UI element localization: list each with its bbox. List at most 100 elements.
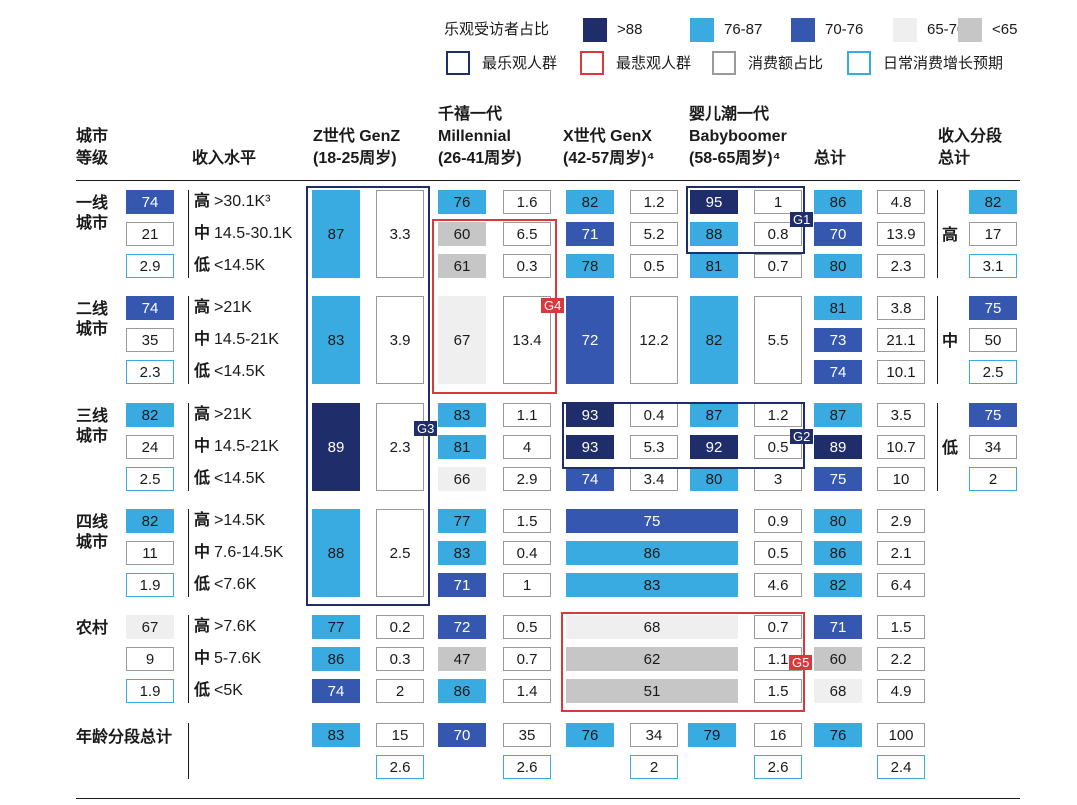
total-optimism-2-1: 89 — [814, 435, 862, 459]
income-prefix-2-1: 中 — [194, 438, 211, 455]
income-divider-0 — [188, 190, 189, 278]
total-share-3-0: 2.9 — [877, 509, 925, 533]
group-tag-g4: G4 — [541, 298, 565, 313]
age-total-growth-total: 2.4 — [877, 755, 925, 779]
tier-name-2: 三线 — [76, 408, 109, 425]
age-total-optimism-total: 76 — [814, 723, 862, 747]
header-income-total-line2: 总计 — [938, 150, 971, 167]
genx-boomer-optimism-3-0: 75 — [566, 509, 738, 533]
income-total-divider-1 — [937, 296, 938, 384]
header-genz-line2: (18-25周岁) — [313, 150, 397, 167]
tier-growth-4: 1.9 — [126, 679, 174, 703]
genx-optimism-1: 72 — [566, 296, 614, 384]
age-total-optimism-millennial: 70 — [438, 723, 486, 747]
income-range-2-0: >21K — [214, 406, 252, 423]
legend-swatch-2 — [791, 18, 815, 42]
tier-growth-1: 2.3 — [126, 360, 174, 384]
boomer-share-4-2: 1.5 — [754, 679, 802, 703]
genx-boomer-optimism-3-2: 83 — [566, 573, 738, 597]
income-range-3-2: <7.6K — [214, 576, 257, 593]
tier-share-2: 24 — [126, 435, 174, 459]
total-optimism-4-1: 60 — [814, 647, 862, 671]
income-total-divider-0 — [937, 190, 938, 278]
tier-share-0: 21 — [126, 222, 174, 246]
income-total-optimism-1: 75 — [969, 296, 1017, 320]
income-range-1-2: <14.5K — [214, 363, 266, 380]
millennial-optimism-2-0: 83 — [438, 403, 486, 427]
income-prefix-0-2: 低 — [194, 257, 211, 274]
legend-label-3: 65-70 — [927, 21, 966, 38]
income-range-1-0: >21K — [214, 299, 252, 316]
income-divider-2 — [188, 403, 189, 491]
income-prefix-2-2: 低 — [194, 470, 211, 487]
income-total-growth-0: 3.1 — [969, 254, 1017, 278]
total-optimism-1-2: 74 — [814, 360, 862, 384]
tier-name-4: 农村 — [76, 620, 109, 637]
genz-optimism-3: 88 — [312, 509, 360, 597]
total-optimism-4-0: 71 — [814, 615, 862, 639]
genx-share-2-1: 5.3 — [630, 435, 678, 459]
millennial-optimism-3-2: 71 — [438, 573, 486, 597]
income-total-growth-1: 2.5 — [969, 360, 1017, 384]
group-box-g5 — [561, 612, 805, 712]
income-prefix-3-0: 高 — [194, 512, 211, 529]
genz-share-3: 2.5 — [376, 509, 424, 597]
boomer-share-4-0: 0.7 — [754, 615, 802, 639]
legend-label-0: >88 — [617, 21, 643, 38]
boomer-share-3-2: 4.6 — [754, 573, 802, 597]
genz-optimism-0: 87 — [312, 190, 360, 278]
millennial-share-3-0: 1.5 — [503, 509, 551, 533]
millennial-share-4-0: 0.5 — [503, 615, 551, 639]
total-optimism-1-0: 81 — [814, 296, 862, 320]
age-total-growth-genx: 2 — [630, 755, 678, 779]
age-total-growth-genz: 2.6 — [376, 755, 424, 779]
header-genx: X世代 GenX (42-57周岁)⁴ — [563, 126, 655, 170]
income-total-label-1: 中 — [942, 333, 959, 350]
income-prefix-3-2: 低 — [194, 576, 211, 593]
boomer-optimism-0-0: 95 — [690, 190, 738, 214]
genz-share-1: 3.9 — [376, 296, 424, 384]
header-millennial-line3: (26-41周岁) — [438, 150, 522, 167]
header-city-tier-line1: 城市 — [76, 128, 109, 145]
total-share-3-1: 2.1 — [877, 541, 925, 565]
legend-title: 乐观受访者占比 — [444, 21, 550, 38]
boomer-optimism-2-2: 80 — [690, 467, 738, 491]
genz-optimism-1: 83 — [312, 296, 360, 384]
income-range-0-1: 14.5-30.1K — [214, 225, 293, 242]
header-millennial-line2: Millennial — [438, 128, 511, 145]
age-total-divider — [188, 723, 189, 779]
boomer-optimism-0-1: 88 — [690, 222, 738, 246]
total-share-4-0: 1.5 — [877, 615, 925, 639]
header-millennial: 千禧一代 Millennial (26-41周岁) — [438, 104, 522, 170]
legend-label-1: 76-87 — [724, 21, 763, 38]
legend-swatch-3 — [893, 18, 917, 42]
age-total-share-genx: 34 — [630, 723, 678, 747]
total-share-2-2: 10 — [877, 467, 925, 491]
millennial-optimism-4-1: 47 — [438, 647, 486, 671]
legend-box-3 — [847, 51, 871, 75]
millennial-share-4-2: 1.4 — [503, 679, 551, 703]
income-range-3-1: 7.6-14.5K — [214, 544, 284, 561]
income-total-label-0: 高 — [942, 227, 959, 244]
income-range-3-0: >14.5K — [214, 512, 266, 529]
header-genz-line1: Z世代 GenZ — [313, 128, 401, 145]
income-prefix-0-0: 高 — [194, 193, 211, 210]
genx-share-2-0: 0.4 — [630, 403, 678, 427]
millennial-share-0-1: 6.5 — [503, 222, 551, 246]
millennial-share-3-2: 1 — [503, 573, 551, 597]
income-range-4-0: >7.6K — [214, 618, 257, 635]
boomer-optimism-0-2: 81 — [690, 254, 738, 278]
millennial-optimism-0-0: 76 — [438, 190, 486, 214]
legend-box-label-0: 最乐观人群 — [482, 55, 558, 72]
group-box-g2 — [562, 402, 805, 469]
bottom-rule — [76, 798, 1020, 799]
genx-share-2-2: 3.4 — [630, 467, 678, 491]
income-prefix-4-0: 高 — [194, 618, 211, 635]
total-optimism-3-0: 80 — [814, 509, 862, 533]
age-total-share-boomer: 16 — [754, 723, 802, 747]
tier-growth-2: 2.5 — [126, 467, 174, 491]
header-genx-line2: (42-57周岁)⁴ — [563, 150, 655, 167]
total-share-1-0: 3.8 — [877, 296, 925, 320]
tier-name-3: 四线 — [76, 514, 109, 531]
